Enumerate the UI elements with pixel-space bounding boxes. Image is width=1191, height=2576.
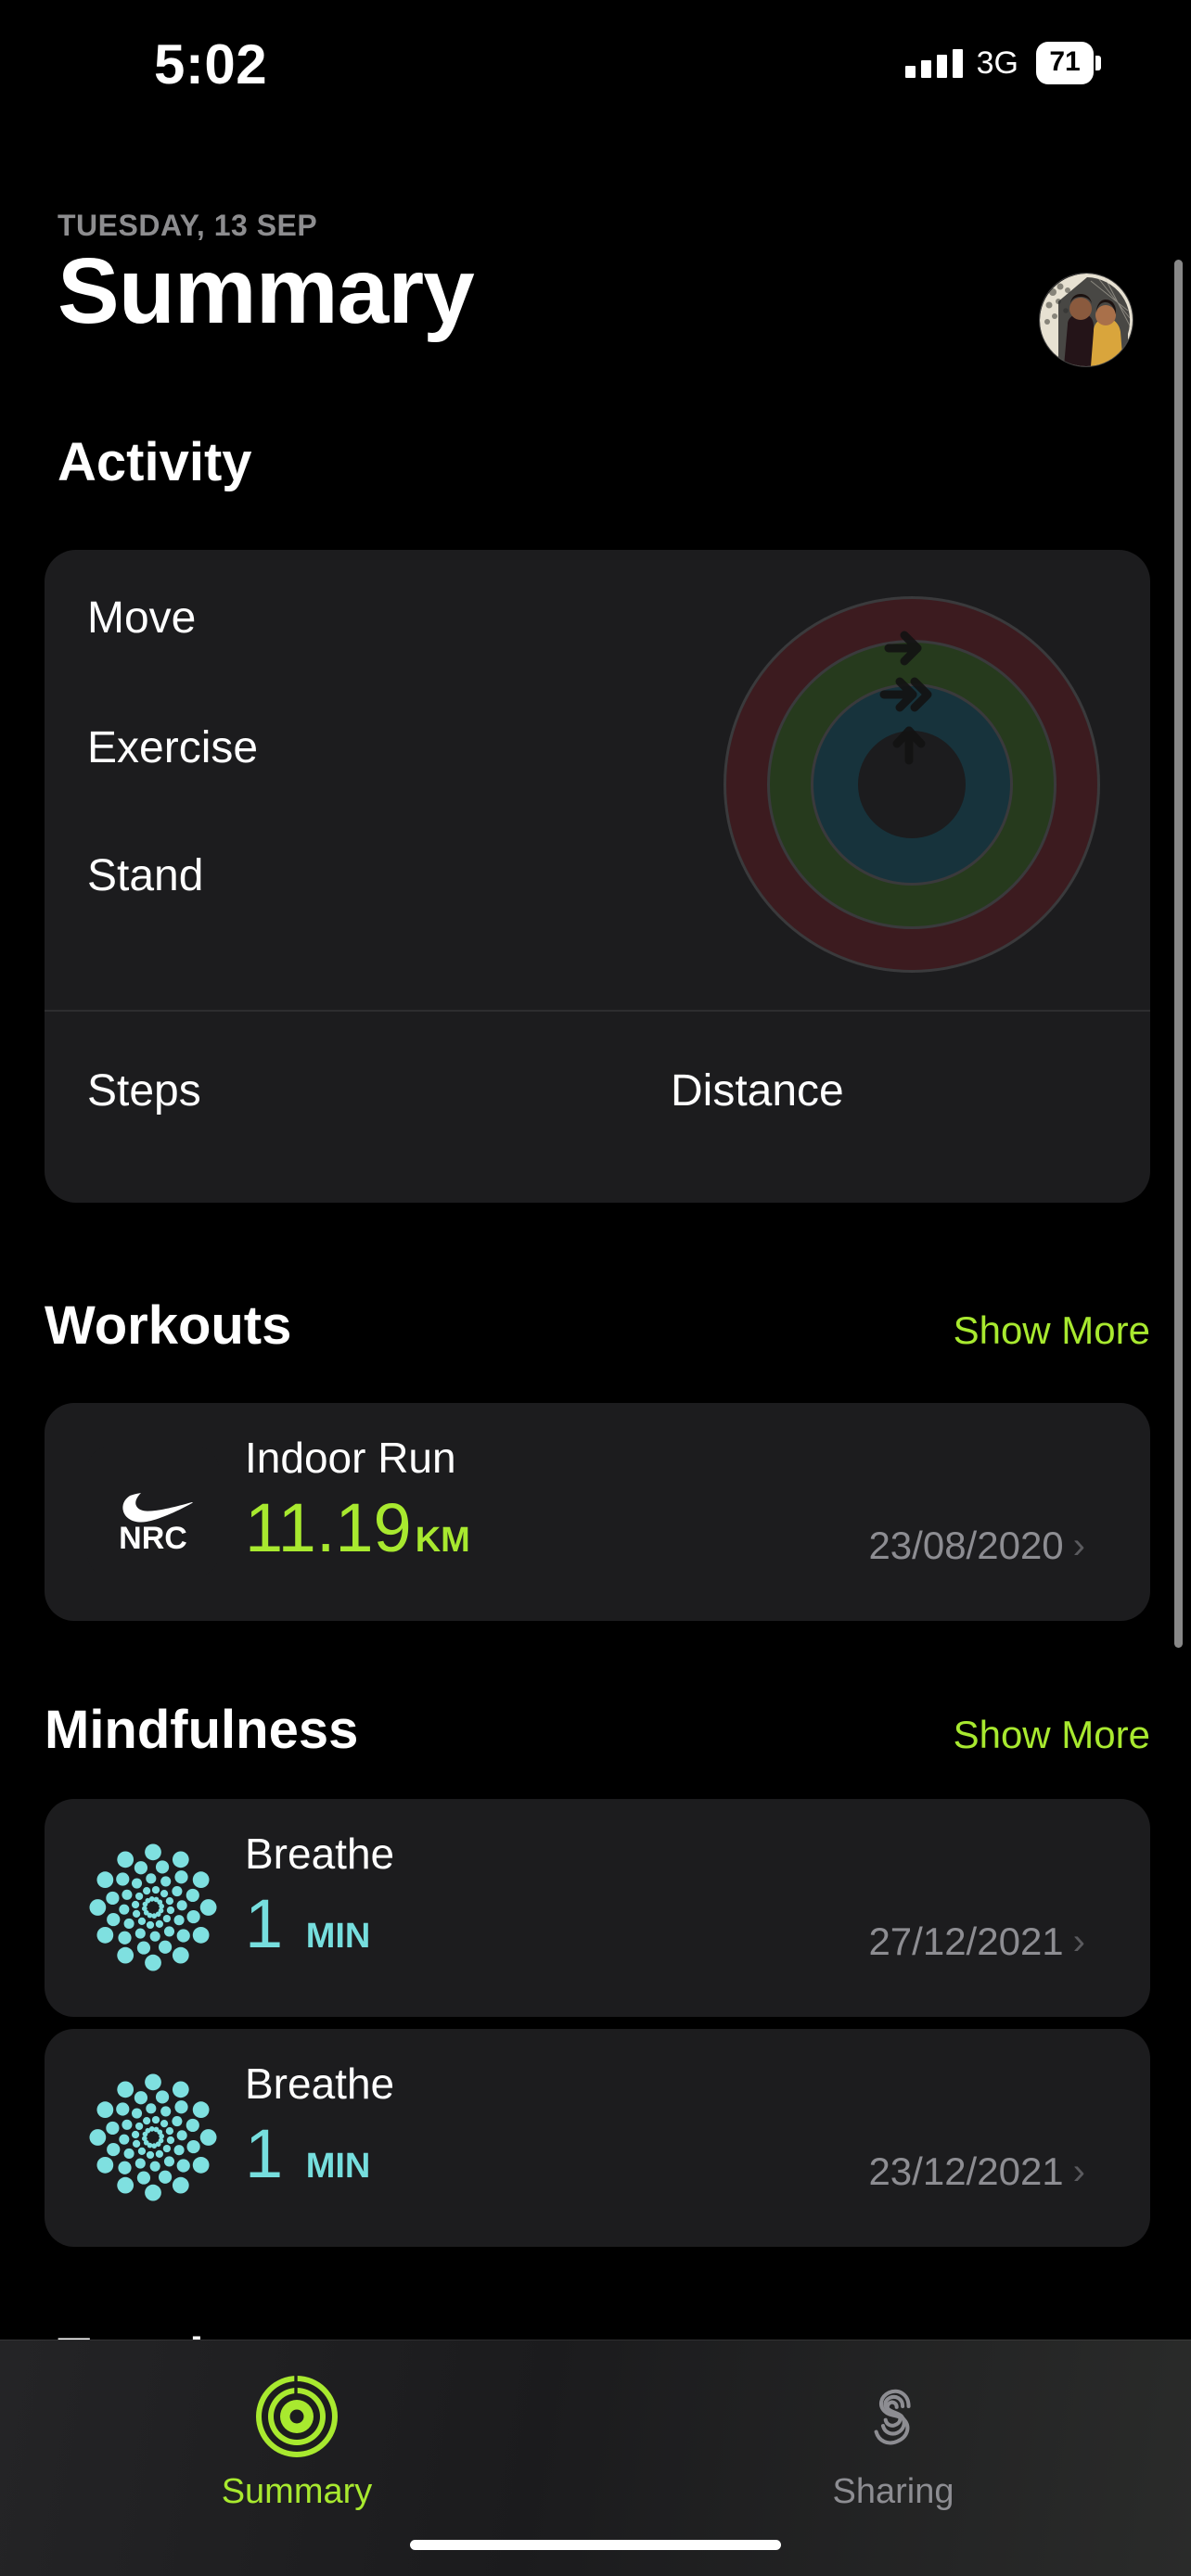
svg-text:NRC: NRC — [119, 1521, 187, 1556]
